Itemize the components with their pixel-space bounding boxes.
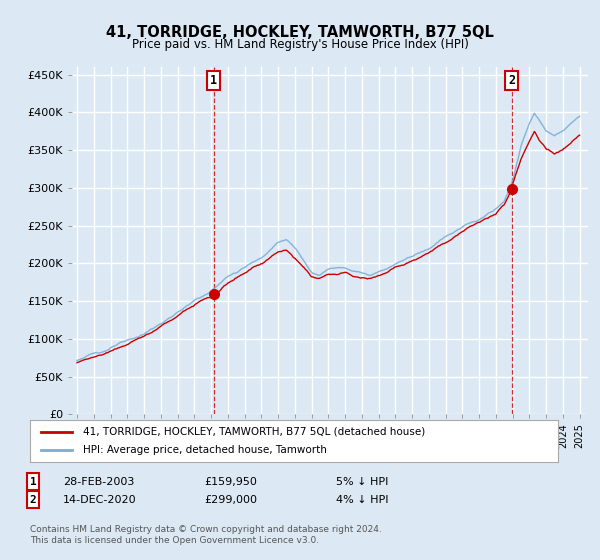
Text: 1: 1 [210, 74, 217, 87]
Text: Contains HM Land Registry data © Crown copyright and database right 2024.
This d: Contains HM Land Registry data © Crown c… [30, 525, 382, 545]
Text: 41, TORRIDGE, HOCKLEY, TAMWORTH, B77 5QL (detached house): 41, TORRIDGE, HOCKLEY, TAMWORTH, B77 5QL… [83, 427, 425, 437]
Text: £299,000: £299,000 [204, 494, 257, 505]
Text: 2: 2 [29, 494, 37, 505]
Text: 1: 1 [29, 477, 37, 487]
Text: 41, TORRIDGE, HOCKLEY, TAMWORTH, B77 5QL: 41, TORRIDGE, HOCKLEY, TAMWORTH, B77 5QL [106, 25, 494, 40]
Text: 14-DEC-2020: 14-DEC-2020 [63, 494, 137, 505]
Text: 28-FEB-2003: 28-FEB-2003 [63, 477, 134, 487]
Text: 2: 2 [508, 74, 515, 87]
Text: 4% ↓ HPI: 4% ↓ HPI [336, 494, 389, 505]
Text: Price paid vs. HM Land Registry's House Price Index (HPI): Price paid vs. HM Land Registry's House … [131, 38, 469, 51]
Text: HPI: Average price, detached house, Tamworth: HPI: Average price, detached house, Tamw… [83, 445, 326, 455]
Text: £159,950: £159,950 [204, 477, 257, 487]
Text: 5% ↓ HPI: 5% ↓ HPI [336, 477, 388, 487]
